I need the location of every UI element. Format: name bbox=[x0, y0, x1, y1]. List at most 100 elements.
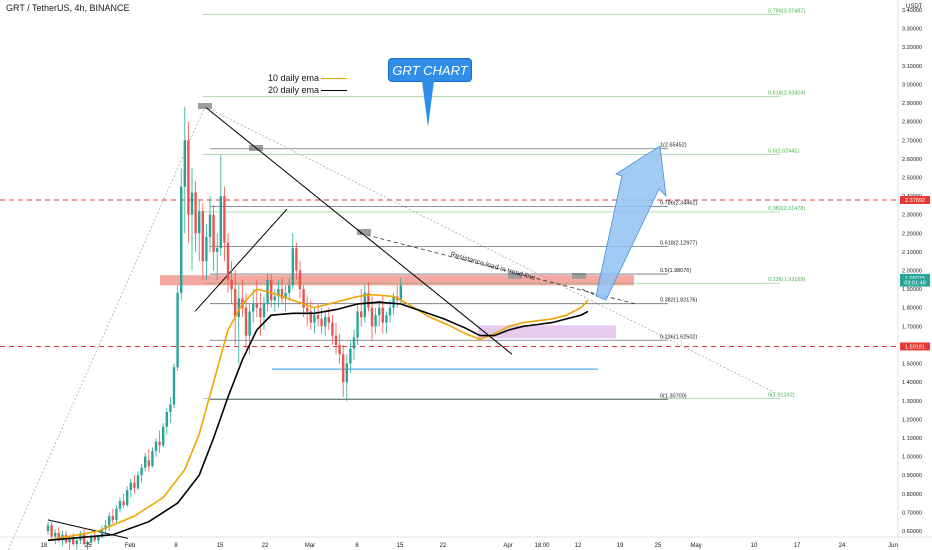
pivot-marker bbox=[198, 103, 212, 109]
dotted-fib-anchor bbox=[7, 106, 206, 550]
x-tick-label: Jun bbox=[888, 543, 898, 549]
candle-body bbox=[244, 307, 248, 336]
y-tick-label: 1.50000 bbox=[902, 362, 922, 368]
candle-body bbox=[302, 289, 305, 308]
fib-level-label: 1(2.65452) bbox=[660, 143, 687, 149]
candle-body bbox=[194, 192, 197, 234]
y-tick-label: 2.00000 bbox=[902, 269, 922, 275]
candle-body bbox=[162, 426, 165, 446]
candle-body bbox=[180, 186, 183, 293]
candle-body bbox=[115, 508, 118, 520]
y-tick-label: 3.00000 bbox=[902, 82, 922, 88]
ema-legend: 10 daily ema 20 daily ema bbox=[268, 72, 348, 96]
candle-body bbox=[349, 348, 352, 364]
y-tick-label: 0.70000 bbox=[902, 510, 922, 516]
candle-body bbox=[172, 367, 176, 405]
candle-body bbox=[230, 279, 233, 290]
candle-body bbox=[313, 315, 316, 323]
candle-body bbox=[399, 285, 402, 301]
ext-fib-label: 0.236(1.93169) bbox=[768, 277, 805, 283]
price-badge bbox=[900, 195, 930, 204]
fib-level-label: 0.786(2.34461) bbox=[660, 200, 697, 206]
x-tick-label: 18:00 bbox=[534, 543, 550, 549]
early-trendline bbox=[47, 519, 129, 539]
candle-body bbox=[306, 307, 309, 312]
candle-body bbox=[111, 516, 114, 520]
x-tick-label: 15 bbox=[217, 543, 224, 549]
x-tick-label: Mar bbox=[305, 543, 315, 549]
candle-body bbox=[108, 516, 111, 526]
resistance-zone bbox=[160, 275, 634, 286]
pivot-marker bbox=[572, 273, 586, 279]
candle-body bbox=[212, 214, 215, 252]
ext-fib-label: 0.786(3.37487) bbox=[768, 9, 805, 15]
candle-body bbox=[248, 311, 251, 336]
y-tick-label: 1.70000 bbox=[902, 324, 922, 330]
candle-body bbox=[147, 460, 150, 466]
fib-level-label: 0.236(1.62502) bbox=[660, 334, 697, 340]
y-axis-unit-label: USDT bbox=[906, 4, 923, 10]
y-tick-label: 2.80000 bbox=[902, 120, 922, 126]
candle-body bbox=[169, 404, 172, 412]
ext-fib-label: 0(1.31242) bbox=[768, 392, 795, 398]
price-badge-label: 03:01:49 bbox=[904, 281, 925, 287]
candle-body bbox=[208, 214, 212, 238]
candle-body bbox=[75, 540, 78, 545]
pivot-marker bbox=[357, 229, 371, 235]
candle-body bbox=[72, 538, 75, 545]
candle-body bbox=[46, 525, 50, 531]
x-tick-label: 24 bbox=[839, 543, 846, 549]
price-badge-label: 1.59181 bbox=[905, 344, 925, 350]
candle-body bbox=[352, 337, 356, 349]
candle-body bbox=[226, 242, 230, 280]
candle-body bbox=[334, 335, 338, 345]
candle-body bbox=[277, 289, 280, 297]
candle-body bbox=[165, 411, 168, 427]
candle-body bbox=[280, 289, 284, 299]
fib-level-label: 0(1.30700) bbox=[660, 393, 687, 399]
candle-body bbox=[183, 140, 186, 187]
y-tick-label: 1.90000 bbox=[902, 287, 922, 293]
candle-body bbox=[234, 289, 237, 318]
candle-body bbox=[270, 279, 273, 301]
y-tick-label: 0.90000 bbox=[902, 473, 922, 479]
fib-level-label: 0.618(2.12977) bbox=[660, 240, 697, 246]
candle-body bbox=[388, 307, 392, 316]
y-tick-label: 1.20000 bbox=[902, 417, 922, 423]
candle-body bbox=[320, 318, 323, 327]
candle-body bbox=[201, 210, 204, 262]
candle-body bbox=[288, 285, 291, 293]
candle-body bbox=[100, 529, 104, 537]
grt-chart-callout: GRT CHART bbox=[388, 58, 472, 82]
legend-ema10: 10 daily ema bbox=[268, 72, 348, 84]
y-tick-label: 3.40000 bbox=[902, 8, 922, 14]
candle-body bbox=[367, 292, 370, 308]
candle-body bbox=[262, 303, 266, 318]
x-tick-label: 8 bbox=[174, 543, 178, 549]
x-tick-label: 19 bbox=[617, 543, 624, 549]
x-tick-label: 22 bbox=[440, 543, 447, 549]
x-tick-label: Apr bbox=[503, 543, 512, 549]
candle-body bbox=[187, 140, 190, 215]
y-tick-label: 2.70000 bbox=[902, 138, 922, 144]
candle-body bbox=[126, 490, 129, 505]
x-tick-label: 18 bbox=[41, 543, 48, 549]
price-badge bbox=[900, 273, 930, 282]
y-tick-label: 1.40000 bbox=[902, 380, 922, 386]
y-tick-label: 0.80000 bbox=[902, 492, 922, 498]
resistance-lead-line bbox=[359, 232, 637, 305]
candle-body bbox=[356, 311, 359, 338]
candle-body bbox=[255, 303, 258, 308]
y-tick-label: 2.50000 bbox=[902, 175, 922, 181]
candle-body bbox=[93, 536, 96, 541]
candle-body bbox=[284, 292, 287, 299]
y-tick-label: 3.10000 bbox=[902, 64, 922, 70]
y-tick-label: 1.80000 bbox=[902, 306, 922, 312]
legend-ema20-label: 20 daily ema bbox=[268, 85, 320, 95]
y-tick-label: 2.60000 bbox=[902, 157, 922, 163]
candle-body bbox=[82, 534, 86, 545]
ext-fib-label: 0.5(2.62441) bbox=[768, 148, 799, 154]
candle-body bbox=[360, 311, 363, 318]
candle-body bbox=[144, 456, 147, 468]
candle-body bbox=[378, 307, 381, 316]
